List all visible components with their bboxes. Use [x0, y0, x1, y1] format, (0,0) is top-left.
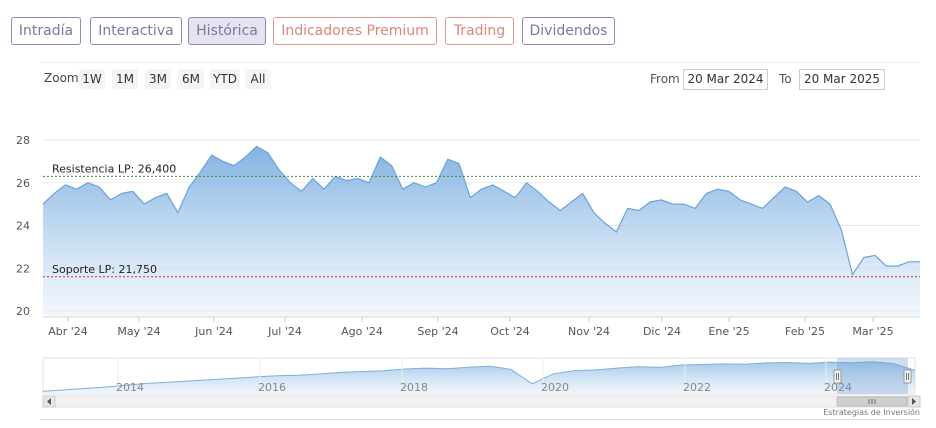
tab-intrad-a[interactable]: Intradía — [11, 17, 81, 45]
y-tick-label: 20 — [16, 305, 30, 318]
from-date-input[interactable]: 20 Mar 2024 — [683, 69, 768, 90]
tab-hist-rica[interactable]: Histórica — [188, 17, 266, 45]
zoom-ytd-button[interactable]: YTD — [210, 69, 240, 89]
arrow-right-icon — [912, 398, 916, 405]
zoom-6m-button[interactable]: 6M — [178, 69, 204, 89]
navigator-line — [42, 361, 916, 392]
x-tick-label: Oct '24 — [490, 325, 530, 338]
zoom-label: Zoom — [44, 71, 79, 85]
y-tick-label: 24 — [16, 220, 30, 233]
navigator-tick-label: 2014 — [116, 381, 144, 394]
to-date-input[interactable]: 20 Mar 2025 — [799, 69, 885, 90]
tab-dividendos[interactable]: Dividendos — [522, 17, 615, 45]
price-line — [42, 145, 920, 277]
to-label: To — [779, 72, 792, 86]
x-tick-label: Dic '24 — [643, 325, 681, 338]
x-tick-label: Sep '24 — [417, 325, 458, 338]
tab-trading[interactable]: Trading — [445, 17, 514, 45]
navigator-tick-label: 2016 — [258, 381, 286, 394]
annotation-label: Resistencia LP: 26,400 — [52, 162, 176, 175]
price-area — [43, 146, 920, 317]
y-tick-label: 28 — [16, 134, 30, 147]
zoom-1w-button[interactable]: 1W — [79, 69, 105, 89]
zoom-1m-button[interactable]: 1M — [112, 69, 138, 89]
scrollbar-track[interactable] — [42, 395, 921, 408]
navigator-tick-label: 2022 — [683, 381, 711, 394]
navigator-tick-label: 2018 — [400, 381, 428, 394]
x-tick-label: Abr '24 — [48, 325, 88, 338]
navigator-selection[interactable] — [837, 358, 908, 394]
x-tick-label: Nov '24 — [568, 325, 610, 338]
zoom-all-button[interactable]: All — [245, 69, 271, 89]
y-tick-label: 26 — [16, 177, 30, 190]
annotation-label: Soporte LP: 21,750 — [52, 263, 157, 276]
navigator-handle[interactable] — [833, 369, 842, 384]
from-label: From — [650, 72, 680, 86]
x-tick-label: Jul '24 — [267, 325, 302, 338]
x-tick-label: Jun '24 — [194, 325, 233, 338]
navigator-area — [43, 361, 915, 394]
x-tick-label: Feb '25 — [785, 325, 825, 338]
x-tick-label: Ago '24 — [341, 325, 383, 338]
x-tick-label: Ene '25 — [708, 325, 749, 338]
tab-interactiva[interactable]: Interactiva — [90, 17, 182, 45]
arrow-left-icon — [47, 398, 51, 405]
navigator-handle[interactable] — [903, 369, 912, 384]
zoom-3m-button[interactable]: 3M — [145, 69, 171, 89]
chart-credit: Estrategias de Inversión — [823, 408, 920, 417]
x-tick-label: May '24 — [117, 325, 160, 338]
chart-frame — [40, 62, 920, 420]
tab-indicadores-premium[interactable]: Indicadores Premium — [273, 17, 437, 45]
y-tick-label: 22 — [16, 262, 30, 275]
navigator-tick-label: 2020 — [541, 381, 569, 394]
x-tick-label: Mar '25 — [852, 325, 893, 338]
navigator-tick-label: 2024 — [824, 381, 852, 394]
